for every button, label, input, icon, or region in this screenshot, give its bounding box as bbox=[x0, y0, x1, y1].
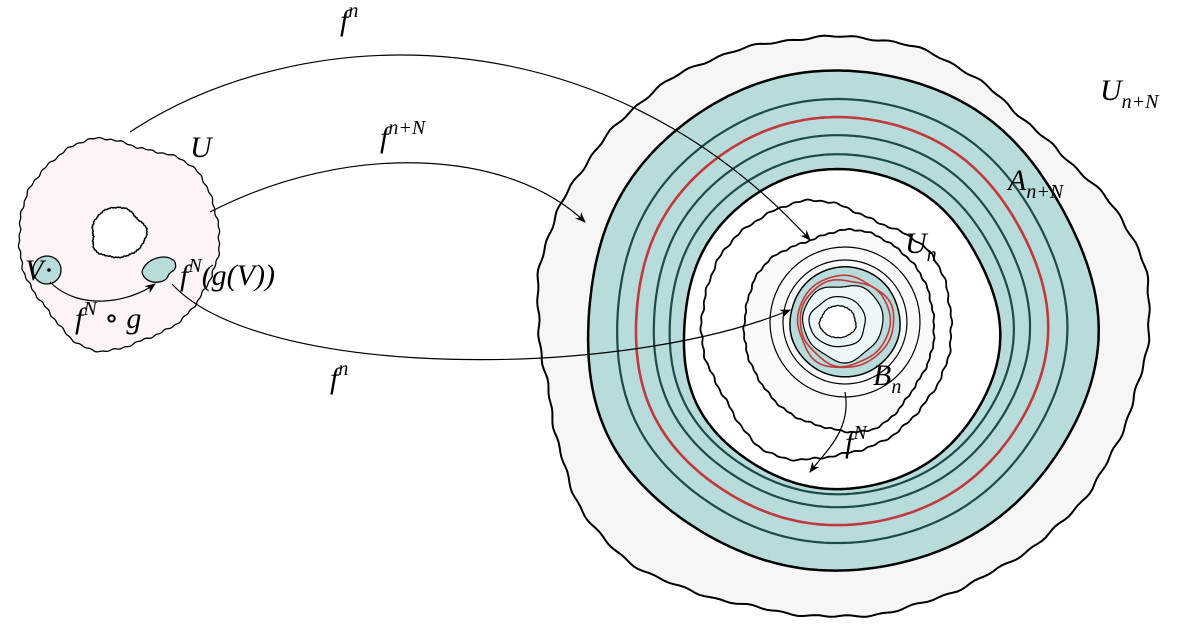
curve bbox=[808, 296, 866, 348]
arrow bbox=[49, 281, 156, 302]
label: U bbox=[190, 131, 214, 164]
label: fn bbox=[330, 358, 348, 395]
label-sup: N bbox=[187, 255, 203, 277]
hole bbox=[91, 206, 148, 259]
label-sup: n+N bbox=[388, 117, 426, 139]
ring bbox=[616, 97, 1069, 545]
arrows bbox=[49, 54, 847, 473]
label: V bbox=[25, 254, 47, 287]
ring bbox=[668, 153, 1016, 496]
label-base: U bbox=[905, 227, 929, 260]
label-base: U bbox=[1100, 74, 1124, 107]
circle bbox=[782, 259, 908, 385]
red-ring bbox=[634, 115, 1050, 527]
arrow bbox=[209, 162, 586, 223]
red-curve bbox=[796, 274, 895, 369]
core bbox=[818, 304, 857, 339]
label: Bn bbox=[873, 359, 901, 398]
label: fn bbox=[340, 0, 358, 37]
label-sup: n bbox=[348, 0, 358, 22]
red-curve bbox=[799, 279, 892, 368]
label: fN(g(V)) bbox=[180, 255, 275, 292]
label-base: B bbox=[873, 359, 891, 392]
label-base: A bbox=[1006, 164, 1027, 197]
label-rest: (g(V)) bbox=[202, 259, 275, 292]
label-rest: ∘ g bbox=[97, 302, 142, 335]
label-base: V bbox=[25, 254, 47, 287]
label-sup: N bbox=[852, 422, 868, 444]
label-sup: N bbox=[82, 298, 98, 320]
set-v bbox=[32, 255, 62, 285]
arrow bbox=[129, 54, 811, 241]
label-sub: n bbox=[891, 376, 901, 398]
label-sup: n bbox=[338, 358, 348, 380]
label: Un+N bbox=[1100, 74, 1160, 113]
label: An+N bbox=[1006, 164, 1065, 203]
arrow bbox=[809, 391, 847, 473]
point bbox=[47, 268, 51, 272]
label-sub: n+N bbox=[1026, 181, 1064, 203]
label-sub: n+N bbox=[1122, 91, 1160, 113]
image-set bbox=[141, 256, 177, 283]
shapes bbox=[17, 34, 1151, 618]
label-base: U bbox=[190, 131, 214, 164]
ring bbox=[652, 134, 1032, 509]
label-sub: n bbox=[927, 244, 937, 266]
arrow bbox=[171, 283, 791, 361]
circle bbox=[769, 246, 921, 398]
label: Un bbox=[905, 227, 937, 266]
label: fn+N bbox=[380, 117, 427, 154]
